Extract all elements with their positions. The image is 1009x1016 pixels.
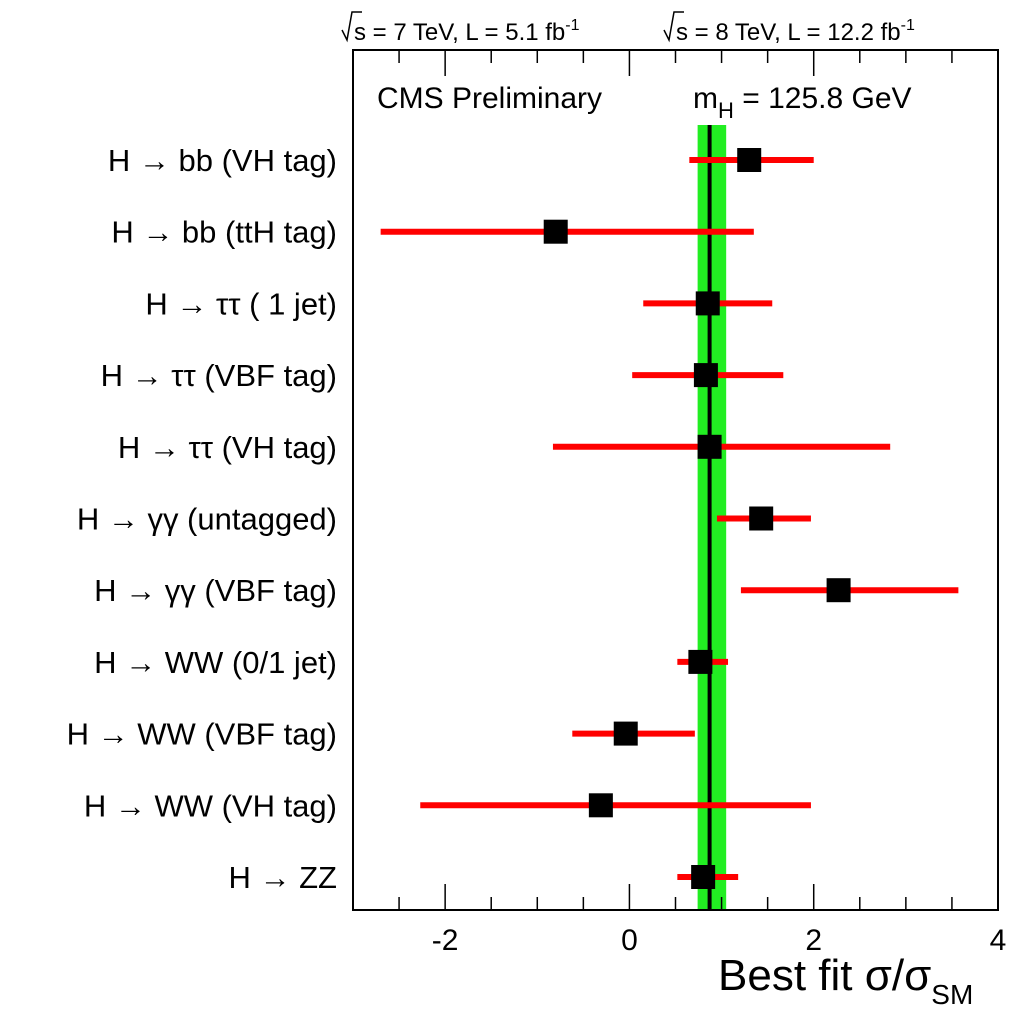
category-label: H → ττ (VH tag): [118, 430, 337, 465]
x-tick-label: 0: [621, 924, 638, 957]
higgs-mass-label: mH = 125.8 GeV: [693, 82, 912, 123]
category-labels: H → bb (VH tag) H → bb (ttH tag) H → ττ ( …: [67, 143, 337, 895]
data-points: [380, 148, 959, 889]
category-label: H → γγ (VBF tag): [94, 573, 337, 608]
best-fit-marker: [691, 865, 716, 889]
category-label: H → ττ ( 1 jet): [145, 286, 337, 321]
x-axis-title: Best fit σ/σSM: [718, 951, 973, 1010]
x-tick-label: 4: [990, 924, 1007, 957]
category-label: H → WW (VBF tag): [67, 717, 337, 752]
x-tick-label: 2: [805, 924, 822, 957]
best-fit-marker: [695, 291, 720, 316]
best-fit-marker: [697, 434, 722, 459]
plot-area: [353, 50, 998, 910]
best-fit-marker: [693, 363, 718, 388]
category-label: H → WW (VH tag): [84, 788, 337, 823]
best-fit-marker: [688, 649, 713, 674]
category-label: H → γγ (untagged): [77, 502, 337, 537]
x-axis-tick-labels: -2 0 2 4: [432, 924, 1007, 957]
category-label: H → ττ (VBF tag): [101, 358, 337, 393]
sqrt-sign-8: [663, 11, 684, 43]
category-label: H → bb (VH tag): [108, 143, 337, 178]
category-label: H → bb (ttH tag): [111, 215, 337, 250]
best-fit-marker: [737, 148, 762, 172]
category-label: H → WW (0/1 jet): [94, 645, 337, 680]
lumi-7tev-label: s = 7 TeV, L = 5.1 fb-1: [354, 17, 580, 46]
best-fit-marker: [749, 506, 774, 531]
best-fit-marker: [543, 219, 568, 244]
category-label: H → ZZ: [229, 860, 338, 895]
best-fit-marker: [588, 793, 613, 818]
lumi-header: s = 7 TeV, L = 5.1 fb-1 s = 8 TeV, L = 1…: [341, 11, 915, 46]
x-tick-label: -2: [432, 924, 459, 957]
sqrt-sign-7: [341, 11, 362, 43]
x-axis-ticks: [352, 50, 999, 910]
lumi-8tev-label: s = 8 TeV, L = 12.2 fb-1: [676, 17, 915, 46]
best-fit-marker: [826, 578, 851, 603]
best-fit-marker: [613, 721, 638, 746]
cms-preliminary-label: CMS Preliminary: [377, 82, 602, 115]
